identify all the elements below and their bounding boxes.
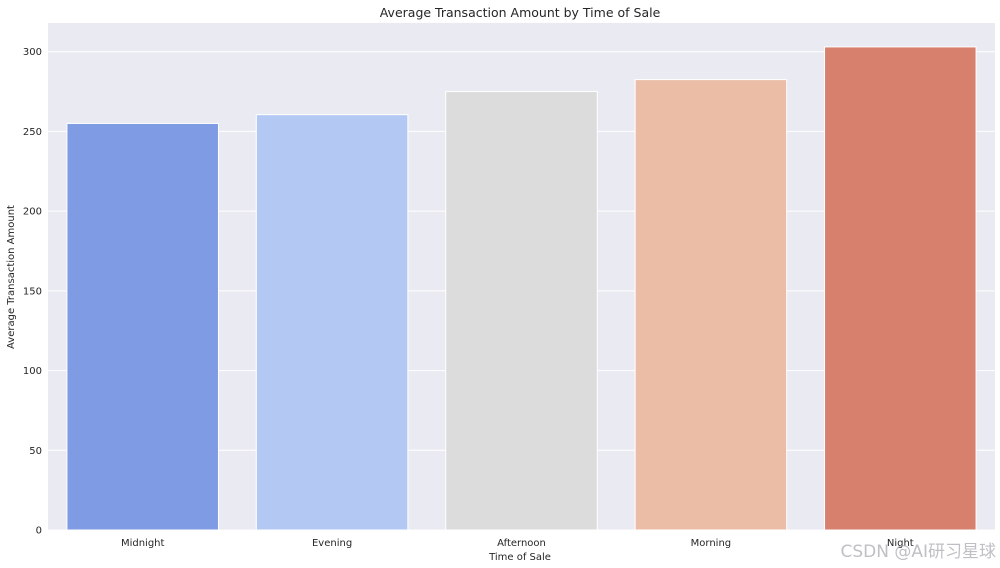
y-tick-labels: 0 50 100 150 200 250 300 bbox=[23, 47, 42, 536]
x-tick-label-morning: Morning bbox=[691, 538, 731, 549]
x-tick-labels: Midnight Evening Afternoon Morning Night bbox=[121, 538, 914, 549]
x-tick-label-evening: Evening bbox=[312, 538, 352, 549]
y-tick-label: 0 bbox=[36, 526, 42, 537]
x-tick-label-afternoon: Afternoon bbox=[497, 538, 546, 549]
bar-morning bbox=[634, 79, 788, 531]
chart-title: Average Transaction Amount by Time of Sa… bbox=[380, 5, 661, 20]
bar-evening bbox=[255, 114, 409, 531]
y-tick-label: 200 bbox=[23, 207, 42, 218]
x-axis-label: Time of Sale bbox=[488, 552, 551, 563]
bar-afternoon bbox=[445, 91, 598, 531]
watermark-text: CSDN @AI研习星球 bbox=[840, 542, 996, 562]
y-axis-label: Average Transaction Amount bbox=[6, 205, 17, 349]
y-tick-label: 250 bbox=[23, 127, 42, 138]
y-tick-label: 300 bbox=[23, 47, 42, 58]
x-tick-label-midnight: Midnight bbox=[121, 538, 165, 549]
y-tick-label: 100 bbox=[23, 366, 42, 377]
bars bbox=[66, 46, 977, 531]
y-tick-label: 50 bbox=[29, 446, 42, 457]
y-tick-label: 150 bbox=[23, 286, 42, 297]
bar-midnight bbox=[66, 122, 219, 531]
x-tick-label-night: Night bbox=[887, 538, 914, 549]
bar-night bbox=[824, 46, 977, 531]
